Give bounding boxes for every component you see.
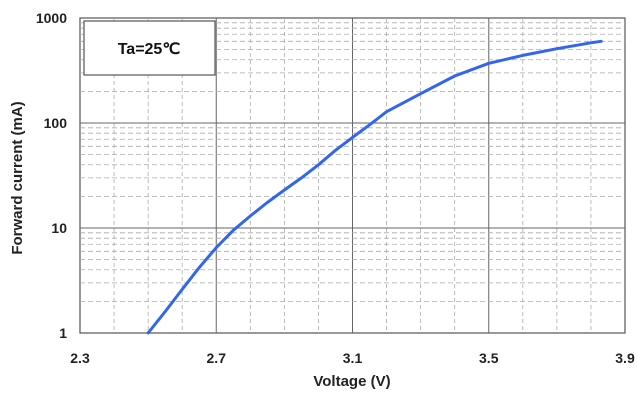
tick-labels: 2.3 2.7 3.1 3.5 3.9 1 10 100 1000 xyxy=(36,10,635,366)
curve-layer xyxy=(146,39,603,335)
x-tick-label: 3.9 xyxy=(615,350,635,366)
y-tick-label: 1000 xyxy=(36,10,67,26)
y-tick-label: 10 xyxy=(51,220,67,236)
series-line xyxy=(146,39,603,335)
annotation-box xyxy=(83,20,216,76)
x-tick-label: 2.7 xyxy=(207,350,227,366)
x-tick-label: 3.5 xyxy=(479,350,499,366)
y-tick-label: 1 xyxy=(59,325,67,341)
y-axis-label: Forward current (mA) xyxy=(9,101,26,254)
x-axis-label: Voltage (V) xyxy=(313,373,390,390)
grid xyxy=(80,18,625,333)
x-tick-label: 2.3 xyxy=(70,350,90,366)
y-tick-label: 100 xyxy=(44,115,68,131)
x-tick-label: 3.1 xyxy=(343,350,363,366)
annotation-text: Ta=25℃ xyxy=(118,41,181,58)
